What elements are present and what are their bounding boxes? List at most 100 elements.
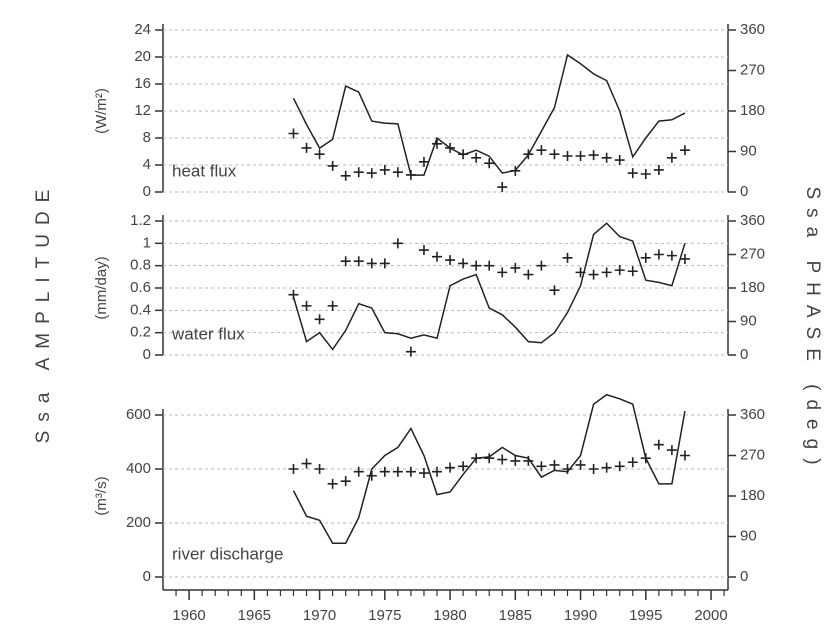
cross-marker — [471, 152, 482, 163]
cross-marker — [366, 470, 377, 481]
y-tick-label: 0 — [143, 183, 151, 200]
cross-marker — [484, 453, 495, 464]
cross-marker — [484, 260, 495, 271]
cross-marker — [588, 464, 599, 474]
amplitude-line — [292, 222, 686, 351]
y2-tick-label: 90 — [740, 527, 757, 544]
cross-marker — [666, 250, 677, 261]
cross-marker — [523, 269, 534, 280]
cross-marker — [601, 267, 612, 278]
cross-marker — [392, 167, 403, 178]
cross-marker — [653, 439, 664, 450]
cross-marker — [458, 258, 469, 269]
cross-marker — [327, 160, 338, 171]
cross-marker — [445, 142, 456, 153]
y-tick-label: 0.6 — [130, 279, 151, 296]
phase-title: Ssa PHASE (deg) — [802, 186, 823, 473]
cross-marker — [562, 464, 573, 474]
cross-marker — [432, 466, 443, 477]
x-tick-label: 1975 — [368, 607, 401, 624]
cross-marker — [405, 466, 416, 477]
cross-marker — [666, 152, 677, 163]
cross-marker — [353, 167, 364, 178]
y2-tick-label: 180 — [740, 279, 765, 296]
amplitude-title: Ssa AMPLITUDE — [33, 181, 54, 444]
cross-marker — [340, 476, 351, 487]
cross-marker — [458, 461, 469, 472]
cross-marker — [510, 262, 521, 273]
x-tick-label: 1970 — [303, 607, 336, 624]
cross-marker — [614, 155, 625, 166]
cross-marker — [679, 450, 690, 461]
cross-marker — [640, 252, 651, 263]
x-tick-label: 1985 — [499, 607, 532, 624]
y-tick-label: 8 — [143, 129, 151, 146]
cross-marker — [497, 454, 508, 465]
y-axis-label: (W/m²) — [93, 88, 110, 134]
cross-marker — [510, 165, 521, 176]
cross-marker — [562, 252, 573, 263]
y2-tick-label: 90 — [740, 312, 757, 329]
cross-marker — [471, 453, 482, 464]
y-tick-label: 1 — [143, 234, 151, 251]
cross-marker — [536, 145, 547, 156]
cross-marker — [432, 251, 443, 262]
y-tick-label: 24 — [134, 21, 151, 38]
cross-marker — [666, 445, 677, 456]
cross-marker — [314, 314, 325, 325]
cross-marker — [314, 149, 325, 160]
y-tick-label: 0.4 — [130, 301, 151, 318]
x-tick-label: 1995 — [629, 607, 662, 624]
y2-tick-label: 270 — [740, 446, 765, 463]
cross-marker — [679, 145, 690, 156]
y-tick-label: 400 — [126, 460, 151, 477]
cross-marker — [379, 466, 390, 477]
cross-marker — [679, 253, 690, 264]
cross-marker — [340, 170, 351, 181]
cross-marker — [366, 168, 377, 179]
cross-marker — [614, 461, 625, 472]
cross-marker — [627, 168, 638, 179]
x-tick-label: 2000 — [694, 607, 727, 624]
y2-tick-label: 0 — [740, 346, 748, 363]
y2-tick-label: 360 — [740, 212, 765, 229]
cross-marker — [614, 265, 625, 276]
y-tick-label: 0 — [143, 346, 151, 363]
panel-label: water flux — [171, 324, 245, 343]
x-tick-label: 1980 — [433, 607, 466, 624]
cross-marker — [418, 156, 429, 167]
cross-marker — [640, 453, 651, 464]
cross-marker — [497, 267, 508, 278]
y-axis-label: (mm/day) — [93, 256, 110, 319]
cross-marker — [405, 169, 416, 180]
cross-marker — [640, 169, 651, 179]
cross-marker — [627, 457, 638, 468]
y-tick-label: 600 — [126, 406, 151, 423]
cross-marker — [562, 151, 573, 161]
y-tick-label: 0.2 — [130, 324, 151, 341]
cross-marker — [588, 269, 599, 280]
y2-tick-label: 270 — [740, 61, 765, 78]
y-tick-label: 4 — [143, 156, 151, 173]
cross-marker — [445, 255, 456, 266]
y-tick-label: 0.8 — [130, 257, 151, 274]
cross-marker — [601, 152, 612, 163]
cross-marker — [327, 300, 338, 311]
cross-marker — [301, 142, 312, 153]
cross-marker — [627, 266, 638, 277]
cross-marker — [549, 459, 560, 470]
cross-marker — [392, 238, 403, 249]
panel-label: heat flux — [172, 161, 237, 180]
cross-marker — [458, 149, 469, 160]
cross-marker — [471, 260, 482, 271]
y2-tick-label: 0 — [740, 568, 748, 585]
cross-marker — [484, 158, 495, 169]
cross-marker — [653, 249, 664, 260]
cross-marker — [327, 478, 338, 489]
cross-marker — [366, 258, 377, 269]
cross-marker — [340, 256, 351, 267]
cross-marker — [418, 245, 429, 256]
cross-marker — [314, 464, 325, 474]
